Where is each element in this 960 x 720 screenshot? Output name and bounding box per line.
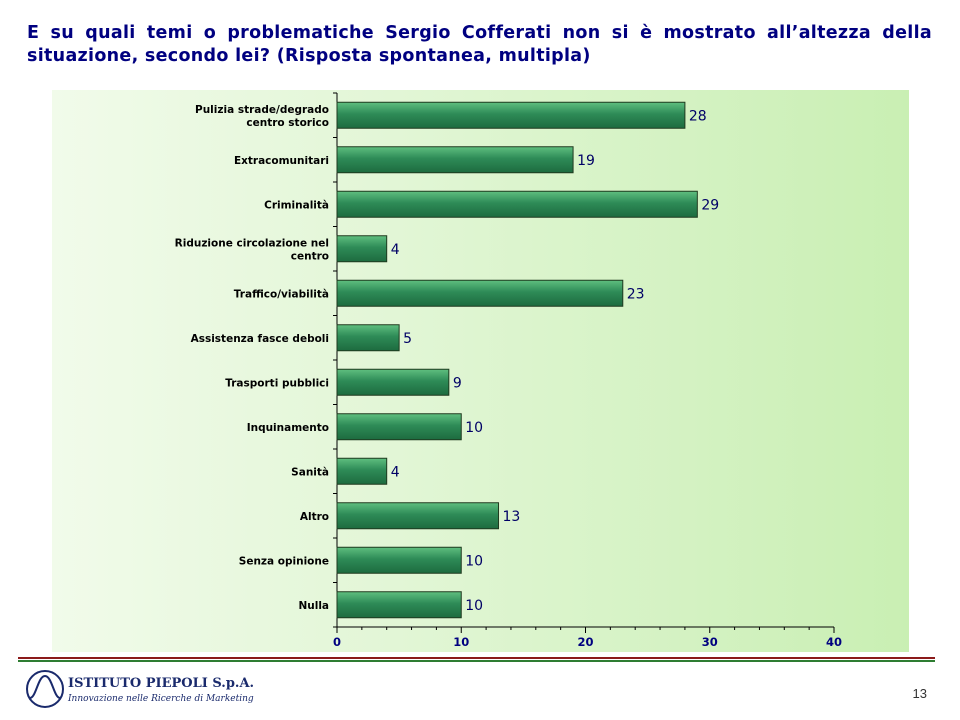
- category-label: centro storico: [246, 117, 329, 129]
- category-label: Riduzione circolazione nel: [175, 237, 329, 249]
- bar-chart: 0 10 20 30 40 28 Pulizia strade/degradocentro …: [175, 92, 842, 649]
- logo-name: ISTITUTO PIEPOLI S.p.A.: [68, 676, 255, 691]
- category-label: Senza opinione: [239, 555, 329, 567]
- bar: [336, 591, 462, 619]
- chart-panel: 0 10 20 30 40 28 Pulizia strade/degrado centro …: [52, 90, 909, 652]
- bar: [336, 502, 500, 530]
- category-label: Nulla: [298, 600, 329, 612]
- bar: [336, 324, 400, 352]
- bar: [336, 413, 462, 441]
- data-label: 5: [403, 331, 412, 347]
- bar: [336, 279, 624, 307]
- data-label: 29: [701, 197, 719, 213]
- logo-tagline: Innovazione nelle Ricerche di Marketing: [68, 694, 254, 704]
- page-number: 13: [912, 686, 927, 701]
- category-label: Trasporti pubblici: [225, 377, 329, 389]
- category-label: Sanità: [291, 466, 329, 478]
- bar: [336, 457, 388, 485]
- category-label: Traffico/viabilità: [234, 288, 329, 300]
- x-tick-label: 0: [333, 635, 341, 649]
- x-tick-label: 20: [577, 635, 593, 649]
- data-label: 9: [453, 375, 462, 391]
- category-label: Extracomunitari: [234, 155, 329, 167]
- category-label: Pulizia strade/degrado: [195, 104, 329, 116]
- x-tick-label: 10: [453, 635, 469, 649]
- bar: [336, 546, 462, 574]
- category-label: Assistenza fasce deboli: [191, 333, 329, 345]
- bar: [336, 146, 574, 174]
- bar: [336, 190, 698, 218]
- logo-mark-icon: [26, 670, 64, 708]
- category-label: Criminalità: [264, 199, 329, 211]
- footer-rule-red: [18, 657, 935, 659]
- x-tick-label: 40: [826, 635, 842, 649]
- x-tick-label: 30: [702, 635, 718, 649]
- footer-rule-green: [18, 660, 935, 662]
- data-label: 19: [577, 153, 595, 169]
- bar: [336, 101, 686, 129]
- data-label: 10: [465, 420, 483, 436]
- bar: [336, 368, 450, 396]
- data-label: 23: [627, 286, 645, 302]
- category-label: Inquinamento: [247, 422, 329, 434]
- slide-title: E su quali temi o problematiche Sergio C…: [27, 23, 932, 66]
- data-label: 28: [689, 108, 707, 124]
- data-label: 4: [391, 242, 400, 258]
- bar: [336, 235, 388, 263]
- category-label: Altro: [300, 511, 329, 523]
- data-label: 10: [465, 553, 483, 569]
- company-logo: ISTITUTO PIEPOLI S.p.A. Innovazione nell…: [24, 668, 274, 712]
- data-label: 10: [465, 598, 483, 614]
- category-label: centro: [291, 250, 329, 262]
- data-label: 4: [391, 464, 400, 480]
- data-label: 13: [503, 509, 521, 525]
